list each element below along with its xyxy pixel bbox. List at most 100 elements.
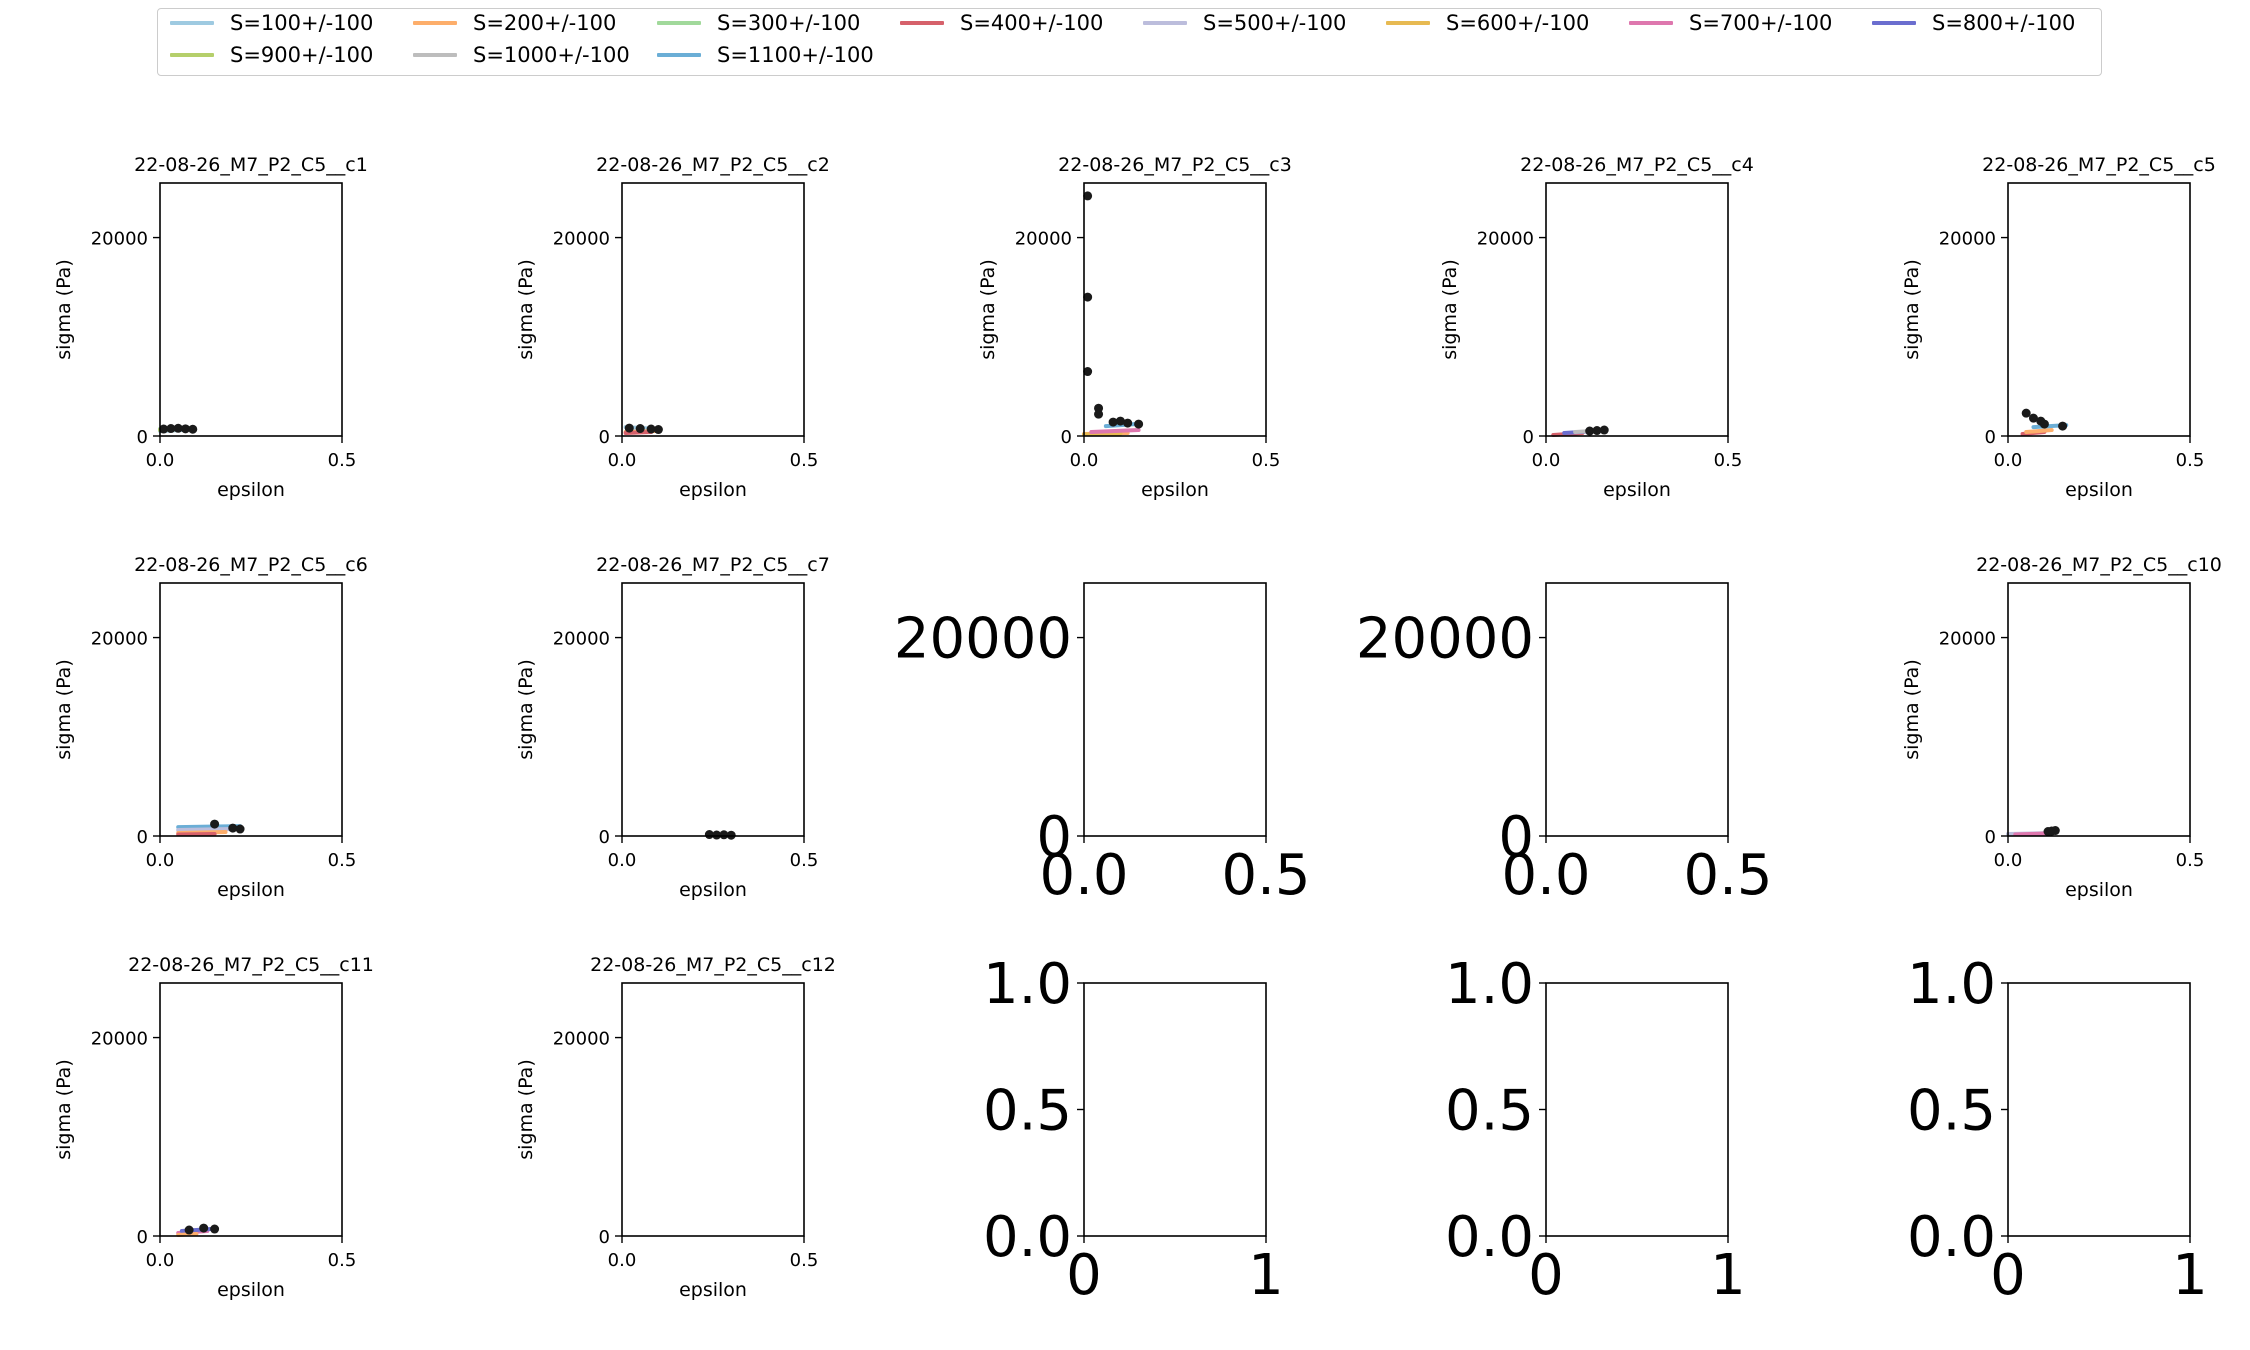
data-point	[1134, 419, 1144, 429]
legend-entry: S=600+/-100	[1386, 10, 1589, 36]
y-tick-label: 20000	[894, 607, 1072, 672]
subplot-title: 22-08-26_M7_P2_C5__c4	[1520, 154, 1754, 176]
series-line	[2013, 831, 2047, 837]
data-point	[188, 424, 198, 434]
x-tick-label: 0.0	[608, 1250, 637, 1271]
data-point	[1083, 191, 1093, 201]
y-tick-label: 20000	[1939, 629, 1996, 650]
axes-frame	[621, 182, 805, 437]
x-axis-label: epsilon	[217, 479, 285, 501]
data-point	[1115, 416, 1125, 426]
axes-frame	[1083, 982, 1267, 1237]
legend-label: S=1100+/-100	[717, 43, 874, 67]
x-tick-label: 1	[1248, 1243, 1284, 1308]
axes-frame	[2007, 582, 2191, 837]
legend-label: S=100+/-100	[230, 11, 374, 35]
x-tick-label: 0	[1066, 1243, 1102, 1308]
legend-swatch	[1143, 21, 1187, 25]
data-point	[235, 824, 245, 834]
subplot-title: 22-08-26_M7_P2_C5__c12	[590, 954, 836, 976]
series-line	[176, 827, 235, 833]
x-axis-label: epsilon	[679, 1279, 747, 1301]
subplot-title: 22-08-26_M7_P2_C5__c1	[134, 154, 368, 176]
data-point	[712, 830, 722, 840]
y-axis-label: sigma (Pa)	[53, 259, 75, 360]
y-tick-label: 20000	[91, 1029, 148, 1050]
y-axis-label: sigma (Pa)	[977, 259, 999, 360]
data-point	[635, 424, 645, 434]
x-tick-label: 0	[1528, 1243, 1564, 1308]
subplot-title: 22-08-26_M7_P2_C5__c11	[128, 954, 374, 976]
data-point	[199, 1223, 209, 1233]
y-tick-label: 20000	[1477, 229, 1534, 250]
y-axis-label: sigma (Pa)	[1901, 659, 1923, 760]
legend-label: S=300+/-100	[717, 11, 861, 35]
x-tick-label: 0.5	[1221, 843, 1310, 908]
y-axis-label: sigma (Pa)	[515, 1059, 537, 1160]
legend-entry: S=800+/-100	[1872, 10, 2075, 36]
y-tick-label: 0	[1985, 427, 1996, 448]
y-tick-label: 0	[137, 427, 148, 448]
subplot-title: 22-08-26_M7_P2_C5__c6	[134, 554, 368, 576]
data-point	[2039, 419, 2049, 429]
y-tick-label: 20000	[1356, 607, 1534, 672]
legend-label: S=400+/-100	[960, 11, 1104, 35]
data-point	[1083, 367, 1093, 377]
axes-frame	[159, 182, 343, 437]
axes-frame	[1083, 582, 1267, 837]
y-axis-label: sigma (Pa)	[1439, 259, 1461, 360]
data-point	[719, 830, 729, 840]
x-tick-label: 1	[2172, 1243, 2208, 1308]
x-tick-label: 0.0	[1501, 843, 1590, 908]
subplot-title: 22-08-26_M7_P2_C5__c7	[596, 554, 830, 576]
x-axis-label: epsilon	[1603, 479, 1671, 501]
legend-swatch	[413, 53, 457, 57]
y-tick-label: 0	[137, 827, 148, 848]
data-point	[166, 424, 176, 434]
y-axis-label: sigma (Pa)	[53, 659, 75, 760]
data-point	[159, 424, 169, 434]
legend-entry: S=200+/-100	[413, 10, 616, 36]
x-axis-label: epsilon	[217, 1279, 285, 1301]
data-point	[180, 424, 190, 434]
y-axis-label: sigma (Pa)	[1901, 259, 1923, 360]
y-tick-label: 20000	[91, 229, 148, 250]
x-tick-label: 0.0	[1070, 450, 1099, 471]
legend-label: S=500+/-100	[1203, 11, 1347, 35]
x-tick-label: 0.0	[1994, 850, 2023, 871]
y-tick-label: 0	[1985, 827, 1996, 848]
y-tick-label: 0.5	[1445, 1079, 1534, 1144]
y-tick-label: 0	[1061, 427, 1072, 448]
y-tick-label: 0	[1523, 427, 1534, 448]
subplot-title: 22-08-26_M7_P2_C5__c5	[1982, 154, 2216, 176]
data-point	[173, 423, 183, 433]
legend-label: S=700+/-100	[1689, 11, 1833, 35]
x-tick-label: 0.0	[1039, 843, 1128, 908]
x-tick-label: 1	[1710, 1243, 1746, 1308]
y-tick-label: 20000	[553, 229, 610, 250]
y-tick-label: 0.0	[983, 1205, 1072, 1270]
legend-swatch	[170, 21, 214, 25]
x-tick-label: 0.0	[608, 850, 637, 871]
x-axis-label: epsilon	[2065, 879, 2133, 901]
data-point	[624, 423, 634, 433]
legend-label: S=900+/-100	[230, 43, 374, 67]
y-tick-label: 0	[1498, 805, 1534, 870]
axes-frame	[1545, 982, 1729, 1237]
axes-frame	[1545, 582, 1729, 837]
x-tick-label: 0	[1990, 1243, 2026, 1308]
x-axis-label: epsilon	[679, 879, 747, 901]
subplot-title: 22-08-26_M7_P2_C5__c2	[596, 154, 830, 176]
x-tick-label: 0.5	[1252, 450, 1281, 471]
data-point	[1083, 292, 1093, 302]
x-tick-label: 0.5	[2176, 850, 2205, 871]
legend-label: S=800+/-100	[1932, 11, 2076, 35]
x-tick-label: 0.5	[328, 1250, 357, 1271]
data-point	[1123, 418, 1133, 428]
x-tick-label: 0.0	[146, 1250, 175, 1271]
legend-entry: S=100+/-100	[170, 10, 373, 36]
data-point	[210, 1224, 220, 1234]
data-point	[228, 823, 238, 833]
y-tick-label: 20000	[91, 629, 148, 650]
